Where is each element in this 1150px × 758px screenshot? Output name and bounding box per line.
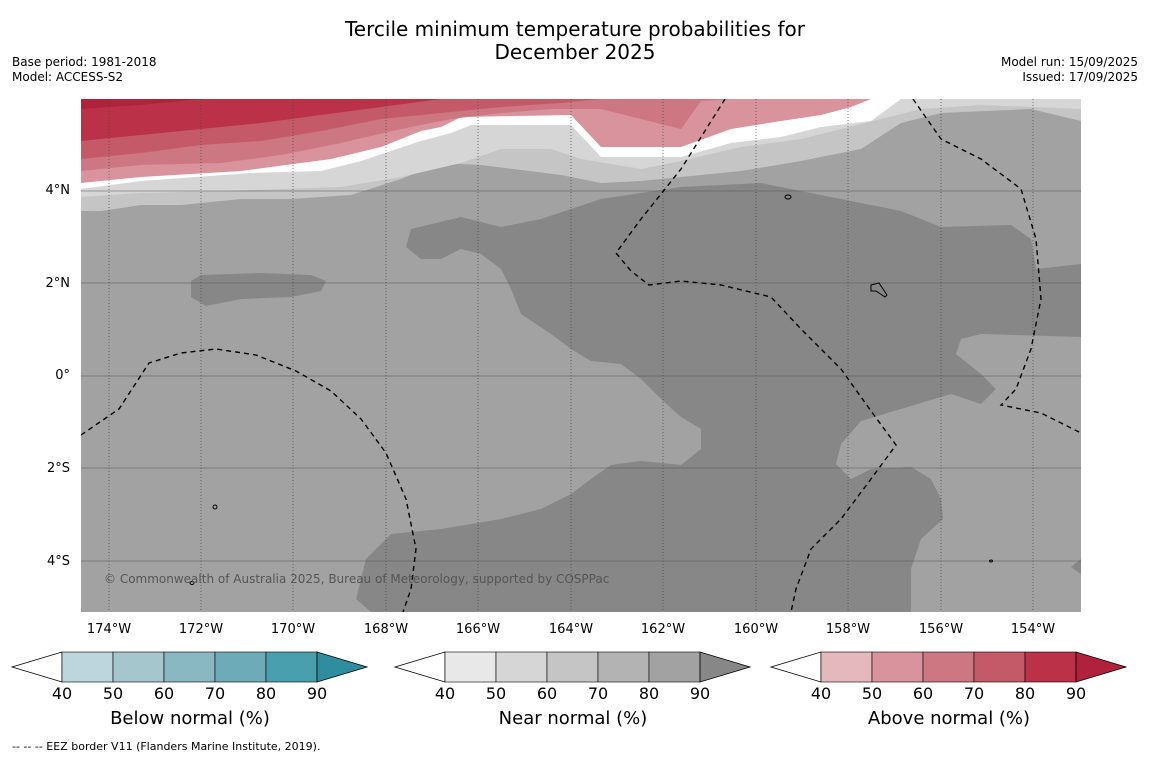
y-label-2n: 2°N: [45, 276, 71, 291]
colorbar-segment: [265, 651, 318, 683]
eez-footnote: -- -- -- EEZ border V11 (Flanders Marine…: [12, 740, 321, 753]
y-label-0: 0°: [55, 368, 70, 383]
islands: [189, 194, 993, 585]
colorbar-segment: [973, 651, 1026, 683]
x-label-154w: 154°W: [1010, 622, 1056, 637]
colorbar-segment: [61, 651, 114, 683]
near-normal-high-island: [191, 273, 326, 306]
latitude-gridlines: [81, 190, 1081, 562]
cb-below-tick-80: 80: [255, 684, 277, 703]
cb-below-tick-70: 70: [204, 684, 226, 703]
y-label-4s: 4°S: [46, 554, 70, 569]
x-label-172w: 172°W: [178, 622, 224, 637]
x-label-168w: 168°W: [363, 622, 409, 637]
island-2: [870, 282, 888, 298]
cb-below-tick-90: 90: [306, 684, 328, 703]
x-label-162w: 162°W: [640, 622, 686, 637]
x-label-166w: 166°W: [455, 622, 501, 637]
island-3: [212, 504, 218, 510]
cb-near-tick-80: 80: [638, 684, 660, 703]
colorbar-segment: [112, 651, 165, 683]
colorbar-segment: [444, 651, 497, 683]
cb-above-tick-80: 80: [1014, 684, 1036, 703]
colorbar-segment: [648, 651, 701, 683]
cb-below-tick-50: 50: [102, 684, 124, 703]
colorbar-above-label: Above normal (%): [867, 708, 1031, 729]
x-label-158w: 158°W: [825, 622, 871, 637]
colorbar-near-svg: [393, 651, 752, 683]
cb-below-tick-40: 40: [51, 684, 73, 703]
title-line-1: Tercile minimum temperature probabilitie…: [344, 17, 806, 41]
x-label-160w: 160°W: [733, 622, 779, 637]
colorbar-segment: [546, 651, 599, 683]
cb-near-tick-40: 40: [434, 684, 456, 703]
above-normal-90: [81, 99, 201, 109]
colorbar-segment: [922, 651, 975, 683]
chart-title: Tercile minimum temperature probabilitie…: [0, 18, 1150, 64]
cb-above-tick-90: 90: [1065, 684, 1087, 703]
cb-near-tick-50: 50: [485, 684, 507, 703]
colorbar-segment: [214, 651, 267, 683]
colorbar-under-triangle: [393, 651, 446, 683]
colorbar-near-label: Near normal (%): [498, 708, 648, 729]
colorbar-below-svg: [10, 651, 369, 683]
colorbar-segment: [163, 651, 216, 683]
model-run: Model run: 15/09/2025: [1000, 55, 1138, 69]
colorbar-under-triangle: [10, 651, 63, 683]
colorbar-segment: [820, 651, 873, 683]
cb-near-tick-60: 60: [536, 684, 558, 703]
colorbar-under-triangle: [769, 651, 822, 683]
colorbar-over-triangle: [1075, 651, 1128, 683]
x-label-156w: 156°W: [918, 622, 964, 637]
cb-near-tick-90: 90: [689, 684, 711, 703]
map-area: [81, 99, 1081, 612]
colorbar-over-triangle: [699, 651, 752, 683]
base-period: Base period: 1981-2018: [12, 55, 157, 69]
cb-above-tick-50: 50: [861, 684, 883, 703]
colorbar-segment: [1024, 651, 1077, 683]
x-label-164w: 164°W: [548, 622, 594, 637]
near-normal-high-east: [1071, 559, 1081, 574]
island-1: [784, 194, 792, 200]
copyright-notice: © Commonwealth of Australia 2025, Bureau…: [104, 572, 610, 586]
meta-right: Model run: 15/09/2025 Issued: 17/09/2025: [1001, 55, 1138, 85]
colorbar-over-triangle: [316, 651, 369, 683]
island-4: [189, 581, 195, 585]
eez-borders: [81, 99, 1081, 612]
x-label-170w: 170°W: [270, 622, 316, 637]
meta-left: Base period: 1981-2018 Model: ACCESS-S2: [12, 55, 157, 85]
map-svg: [81, 99, 1081, 612]
y-label-4n: 4°N: [45, 183, 71, 198]
title-line-2: December 2025: [494, 40, 656, 64]
cb-above-tick-60: 60: [912, 684, 934, 703]
colorbar-segment: [495, 651, 548, 683]
above-normal-80: [81, 99, 441, 141]
model-name: Model: ACCESS-S2: [12, 70, 124, 84]
colorbar-above-svg: [769, 651, 1128, 683]
colorbar-below-label: Below normal (%): [110, 708, 270, 729]
cb-above-tick-40: 40: [810, 684, 832, 703]
cb-near-tick-70: 70: [587, 684, 609, 703]
x-label-174w: 174°W: [86, 622, 132, 637]
issued-date: Issued: 17/09/2025: [1022, 70, 1138, 84]
cb-above-tick-70: 70: [963, 684, 985, 703]
colorbar-segment: [871, 651, 924, 683]
colorbar-segment: [597, 651, 650, 683]
near-normal-high-region: [356, 183, 1081, 612]
island-5: [989, 559, 993, 563]
y-label-2s: 2°S: [46, 461, 70, 476]
cb-below-tick-60: 60: [153, 684, 175, 703]
